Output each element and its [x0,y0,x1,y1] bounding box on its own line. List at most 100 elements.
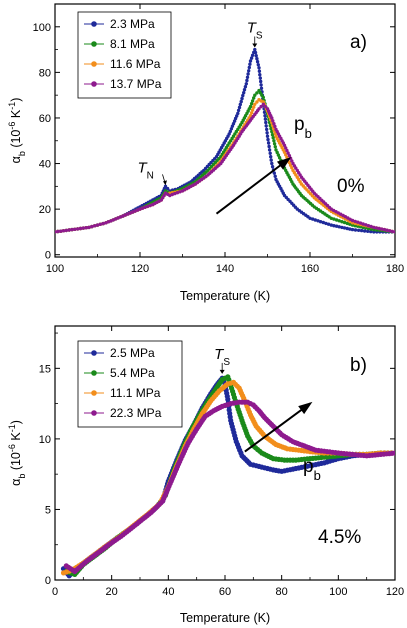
data-point [236,111,240,116]
data-point [350,218,355,223]
data-point [342,220,347,225]
data-point [253,93,257,97]
data-point [236,108,241,113]
legend-swatch-marker [91,41,97,47]
data-point [287,160,292,165]
data-point [228,129,232,134]
x-tick-label: 60 [219,586,231,598]
data-point [259,83,263,87]
data-point [282,143,287,147]
plot-area [60,374,395,579]
pb-arrow-head [276,157,292,170]
data-point [268,151,272,155]
data-point [258,73,262,77]
data-point [253,102,257,107]
data-point [249,111,254,115]
data-point [246,72,250,76]
data-point [64,228,69,233]
data-point [264,120,268,125]
data-point [266,137,270,142]
tn-annotation: TN [138,159,154,181]
x-tick-label: 160 [301,263,319,275]
data-point [267,144,271,149]
data-point [70,227,74,232]
data-point [277,156,282,160]
data-point [67,228,71,232]
data-point [255,57,259,61]
data-point [148,203,152,208]
data-point [329,216,333,220]
data-point [273,145,277,149]
data-point [362,229,367,233]
series-4 [55,102,395,234]
data-point [284,153,288,157]
legend-label: 13.7 MPa [110,77,162,91]
data-point [366,229,370,233]
ts-marker-arrow [252,43,258,48]
x-tick-label: 180 [386,263,404,275]
legend-label: 2.3 MPa [110,17,155,31]
data-point [356,220,360,224]
legend-label: 22.3 MPa [110,406,162,420]
x-tick-label: 0 [52,586,58,598]
data-point [372,225,376,230]
data-point [252,105,256,109]
data-point [243,85,248,89]
data-point [276,153,281,157]
pb-label: pb [303,456,321,483]
data-point [316,219,320,223]
data-point [285,148,289,153]
data-point [81,226,86,230]
x-tick-label: 120 [131,263,149,275]
data-point [390,229,394,234]
data-point [93,224,97,228]
legend: 2.3 MPa 8.1 MPa 11.6 MPa 13.7 MPa [77,11,172,99]
data-point [175,191,180,195]
data-point [253,47,257,52]
data-point [290,166,294,170]
data-point [245,78,249,83]
legend-label: 11.1 MPa [110,386,161,400]
data-point [270,133,275,137]
data-point [284,146,288,150]
data-point [274,148,278,152]
strain-label: 0% [337,176,365,197]
panel-label: a) [350,32,367,53]
data-point [272,142,277,146]
data-point [255,91,259,95]
pb-arrow-head [298,401,313,415]
data-point [385,228,389,232]
data-point [252,96,256,100]
data-point [261,95,265,100]
legend-swatch-marker [91,390,97,396]
y-tick-label: 0 [45,575,51,587]
data-point [369,229,373,234]
data-point [237,105,242,110]
legend-label: 2.5 MPa [110,346,155,360]
x-tick-label: 40 [162,586,174,598]
legend-label: 11.6 MPa [110,57,161,71]
data-point [271,119,275,123]
data-point [272,139,276,143]
series-3 [55,98,395,234]
data-point [353,228,358,232]
data-point [340,225,344,230]
x-tick-label: 80 [276,586,288,598]
data-point [61,229,66,233]
data-point [263,104,268,109]
data-point [361,222,365,226]
ts-annotation: TS [214,346,230,368]
data-point [250,108,255,112]
y-tick-label: 10 [39,434,51,446]
x-tick-label: 140 [216,263,234,275]
data-point [270,165,275,169]
series-4 [63,399,395,575]
y-tick-label: 20 [39,204,51,216]
x-tick-label: 100 [46,263,64,275]
data-point [247,65,251,70]
ts-annotation: TS [247,19,263,41]
tn-marker-arrow [163,180,167,186]
data-point [377,226,381,231]
panel-label: b) [350,355,367,376]
strain-label: 4.5% [318,527,361,548]
